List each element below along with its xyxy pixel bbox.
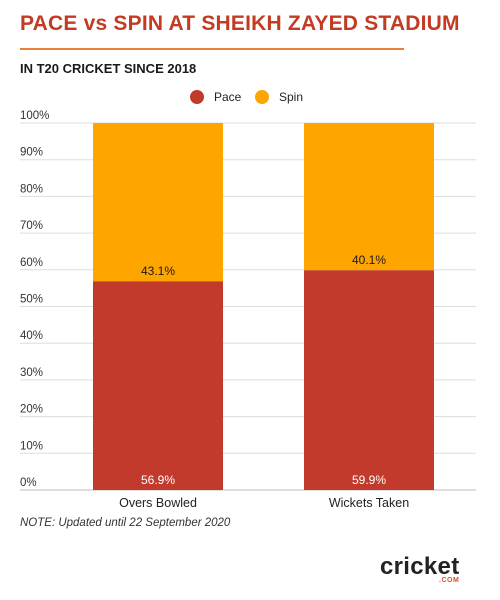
logo-wordmark: cricket [380, 553, 460, 580]
y-tick-label: 70% [20, 220, 43, 232]
x-category-label: Wickets Taken [329, 496, 409, 510]
bar-spin [304, 123, 434, 271]
legend-swatch [190, 90, 204, 104]
bar-pace [304, 270, 434, 490]
legend-label: Pace [214, 90, 242, 104]
footnote: NOTE: Updated until 22 September 2020 [20, 517, 231, 529]
y-tick-label: 0% [20, 477, 37, 489]
data-label: 40.1% [352, 253, 386, 267]
y-tick-label: 60% [20, 257, 43, 269]
y-tick-label: 50% [20, 294, 43, 306]
title-underline [20, 48, 404, 50]
legend-label: Spin [279, 90, 303, 104]
y-tick-label: 40% [20, 330, 43, 342]
cricket-com-logo: cricket .COM [380, 553, 472, 587]
data-label: 56.9% [141, 473, 175, 487]
y-tick-label: 20% [20, 404, 43, 416]
bar-spin [93, 123, 223, 282]
y-tick-label: 30% [20, 367, 43, 379]
y-tick-label: 90% [20, 147, 43, 159]
y-tick-label: 100% [20, 110, 49, 122]
data-label: 59.9% [352, 473, 386, 487]
y-tick-label: 10% [20, 440, 43, 452]
chart-title: PACE vs SPIN AT SHEIKH ZAYED STADIUM [20, 12, 460, 35]
stacked-bar-chart: Pace Spin 0% 10% 20% 30% 40% 50% 60% 70% 80% 90% 100… [20, 90, 476, 510]
logo-suffix: .COM [439, 577, 460, 584]
data-label: 43.1% [141, 264, 175, 278]
legend-swatch [255, 90, 269, 104]
y-tick-label: 80% [20, 183, 43, 195]
chart-subtitle: IN T20 CRICKET SINCE 2018 [20, 61, 197, 76]
bar-pace [93, 281, 223, 490]
x-category-label: Overs Bowled [119, 496, 197, 510]
